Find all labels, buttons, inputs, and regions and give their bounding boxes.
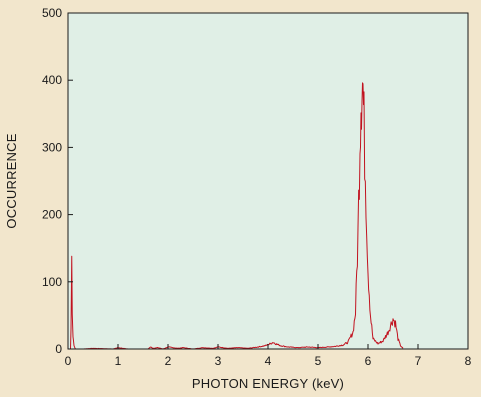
y-tick-label: 300 bbox=[42, 140, 62, 154]
y-tick-label: 0 bbox=[55, 342, 62, 356]
x-tick-label: 0 bbox=[65, 354, 72, 368]
y-tick-label: 100 bbox=[42, 275, 62, 289]
x-tick-label: 7 bbox=[415, 354, 422, 368]
y-tick-label: 400 bbox=[42, 73, 62, 87]
x-tick-label: 1 bbox=[115, 354, 122, 368]
x-tick-label: 3 bbox=[215, 354, 222, 368]
x-tick-label: 4 bbox=[265, 354, 272, 368]
ticks-group: 0 1 2 3 4 5 6 7 8 0 100 200 300 400 500 bbox=[42, 6, 472, 368]
y-tick-label: 500 bbox=[42, 6, 62, 20]
plot-area bbox=[68, 13, 468, 349]
x-axis-label: PHOTON ENERGY (keV) bbox=[192, 376, 344, 391]
x-tick-label: 5 bbox=[315, 354, 322, 368]
x-tick-label: 8 bbox=[465, 354, 472, 368]
y-axis-label: OCCURRENCE bbox=[4, 133, 19, 228]
x-tick-label: 6 bbox=[365, 354, 372, 368]
y-tick-label: 200 bbox=[42, 208, 62, 222]
x-tick-label: 2 bbox=[165, 354, 172, 368]
